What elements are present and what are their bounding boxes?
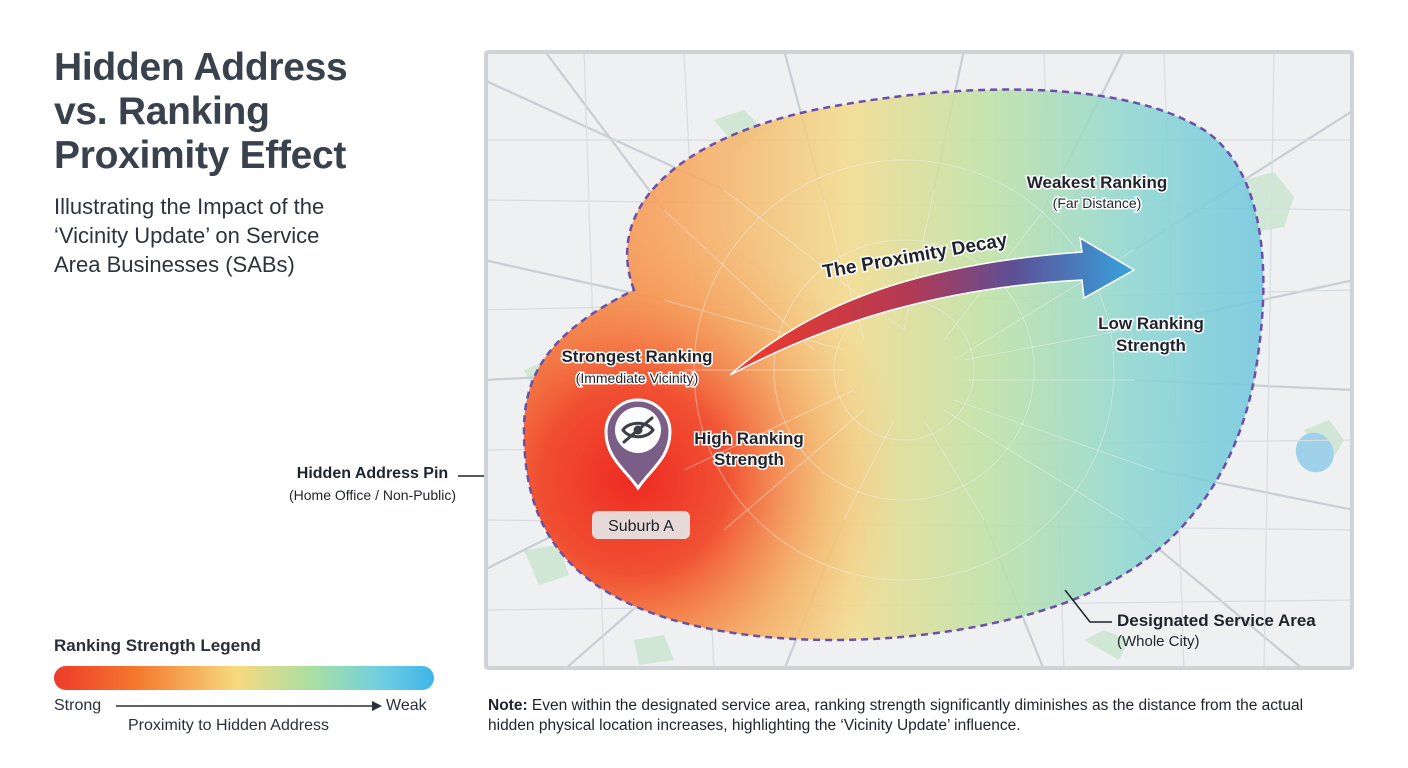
- title-line: vs. Ranking: [54, 90, 270, 133]
- map-frame: [484, 50, 1354, 670]
- subtitle-line: ‘Vicinity Update’ on Service: [54, 223, 320, 248]
- low-ranking-label: Low Ranking: [1098, 314, 1204, 333]
- strongest-ranking-label: Strongest Ranking: [561, 347, 712, 366]
- high-ranking-label: High Ranking: [694, 429, 804, 448]
- service-area-title: Designated Service Area: [1117, 611, 1316, 630]
- legend-gradient-bar: [54, 666, 434, 690]
- note-label: Note:: [488, 697, 528, 714]
- title-line: Hidden Address: [54, 46, 348, 89]
- footnote: Note: Even within the designated service…: [488, 696, 1348, 736]
- subtitle-line: Illustrating the Impact of the: [54, 194, 325, 219]
- hidden-address-pin[interactable]: [604, 398, 672, 491]
- service-area-subtitle: (Whole City): [1117, 633, 1200, 650]
- suburb-label: Suburb A: [608, 518, 674, 535]
- weakest-ranking-label: Weakest Ranking: [1027, 173, 1167, 192]
- city-map[interactable]: The Proximity Decay Suburb A Strongest R…: [484, 50, 1354, 670]
- hidden-eye-icon: [621, 416, 655, 444]
- strongest-ranking-sub: (Immediate Vicinity): [576, 370, 699, 386]
- legend-arrow-icon: [116, 701, 382, 711]
- subtitle-line: Area Businesses (SABs): [54, 252, 295, 277]
- pin-callout: Hidden Address Pin (Home Office / Non-Pu…: [289, 463, 456, 505]
- legend-caption: Proximity to Hidden Address: [128, 717, 329, 734]
- map-lake: [1295, 432, 1334, 473]
- service-area-callout: Designated Service Area (Whole City): [1117, 610, 1316, 652]
- pin-callout-title: Hidden Address Pin: [296, 465, 449, 482]
- suburb-badge: Suburb A: [592, 511, 690, 539]
- page-title: Hidden Address vs. Ranking Proximity Eff…: [54, 46, 348, 178]
- map-canvas: The Proximity Decay Suburb A Strongest R…: [484, 50, 1354, 670]
- pin-callout-subtitle: (Home Office / Non-Public): [288, 487, 456, 503]
- legend-title: Ranking Strength Legend: [54, 636, 261, 655]
- service-area-boundary: [522, 88, 1265, 642]
- legend-weak-label: Weak: [386, 697, 427, 714]
- low-ranking-label-2: Strength: [1116, 336, 1186, 355]
- title-line: Proximity Effect: [54, 134, 347, 177]
- weakest-ranking-sub: (Far Distance): [1053, 195, 1142, 211]
- proximity-decay-arrow: [729, 236, 1136, 376]
- high-ranking-label-2: Strength: [714, 450, 784, 469]
- note-text: Even within the designated service area,…: [488, 697, 1304, 734]
- page-subtitle: Illustrating the Impact of the ‘Vicinity…: [54, 192, 324, 279]
- legend-strong-label: Strong: [54, 697, 102, 714]
